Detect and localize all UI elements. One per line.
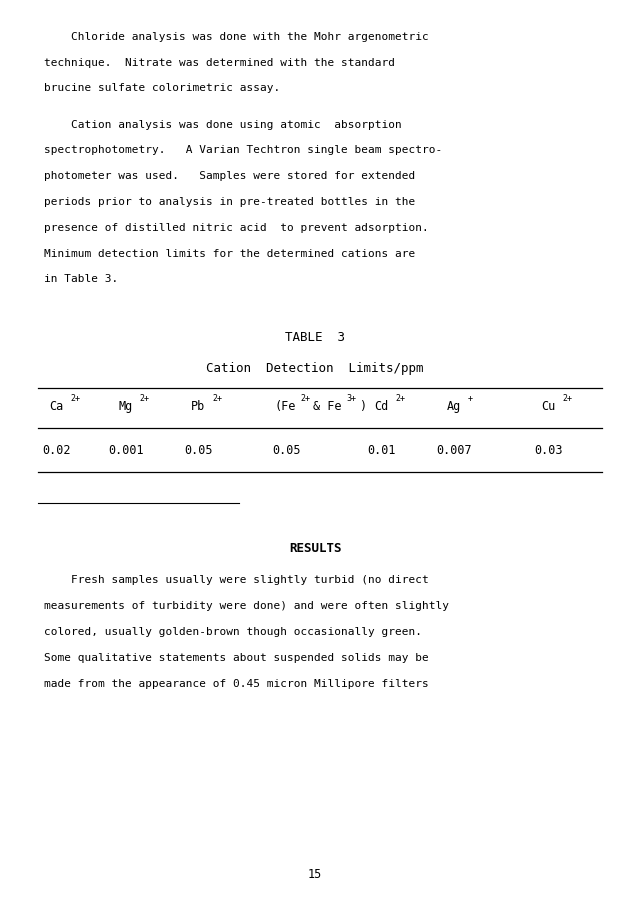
- Text: Some qualitative statements about suspended solids may be: Some qualitative statements about suspen…: [44, 652, 429, 662]
- Text: Ag: Ag: [447, 400, 461, 412]
- Text: 2+: 2+: [212, 394, 222, 403]
- Text: Pb: Pb: [192, 400, 205, 412]
- Text: 2+: 2+: [301, 394, 311, 403]
- Text: Mg: Mg: [119, 400, 133, 412]
- Text: Cu: Cu: [541, 400, 555, 412]
- Text: 0.05: 0.05: [184, 444, 213, 457]
- Text: technique.  Nitrate was determined with the standard: technique. Nitrate was determined with t…: [44, 57, 395, 68]
- Text: 2+: 2+: [562, 394, 572, 403]
- Text: brucine sulfate colorimetric assay.: brucine sulfate colorimetric assay.: [44, 83, 280, 93]
- Text: colored, usually golden-brown though occasionally green.: colored, usually golden-brown though occ…: [44, 627, 422, 637]
- Text: 2+: 2+: [395, 394, 405, 403]
- Text: presence of distilled nitric acid  to prevent adsorption.: presence of distilled nitric acid to pre…: [44, 223, 429, 233]
- Text: Ca: Ca: [50, 400, 64, 412]
- Text: spectrophotometry.   A Varian Techtron single beam spectro-: spectrophotometry. A Varian Techtron sin…: [44, 145, 442, 155]
- Text: 0.001: 0.001: [108, 444, 144, 457]
- Text: in Table 3.: in Table 3.: [44, 275, 118, 284]
- Text: 3+: 3+: [346, 394, 357, 403]
- Text: & Fe: & Fe: [313, 400, 341, 412]
- Text: periods prior to analysis in pre-treated bottles in the: periods prior to analysis in pre-treated…: [44, 197, 415, 207]
- Text: Chloride analysis was done with the Mohr argenometric: Chloride analysis was done with the Mohr…: [44, 32, 429, 42]
- Text: made from the appearance of 0.45 micron Millipore filters: made from the appearance of 0.45 micron …: [44, 679, 429, 689]
- Text: 0.05: 0.05: [272, 444, 301, 457]
- Text: (Fe: (Fe: [274, 400, 295, 412]
- Text: TABLE  3: TABLE 3: [285, 332, 345, 344]
- Text: 0.03: 0.03: [534, 444, 563, 457]
- Text: Fresh samples usually were slightly turbid (no direct: Fresh samples usually were slightly turb…: [44, 575, 429, 585]
- Text: 15: 15: [308, 868, 322, 881]
- Text: 0.01: 0.01: [367, 444, 396, 457]
- Text: Cd: Cd: [374, 400, 388, 412]
- Text: 0.007: 0.007: [436, 444, 471, 457]
- Text: 0.02: 0.02: [42, 444, 71, 457]
- Text: photometer was used.   Samples were stored for extended: photometer was used. Samples were stored…: [44, 171, 415, 181]
- Text: RESULTS: RESULTS: [289, 542, 341, 554]
- Text: +: +: [467, 394, 472, 403]
- Text: Cation  Detection  Limits/ppm: Cation Detection Limits/ppm: [206, 362, 424, 375]
- Text: measurements of turbidity were done) and were often slightly: measurements of turbidity were done) and…: [44, 601, 449, 611]
- Text: ): ): [359, 400, 366, 412]
- Text: Minimum detection limits for the determined cations are: Minimum detection limits for the determi…: [44, 248, 415, 258]
- Text: 2+: 2+: [140, 394, 150, 403]
- Text: Cation analysis was done using atomic  absorption: Cation analysis was done using atomic ab…: [44, 120, 402, 130]
- Text: 2+: 2+: [71, 394, 81, 403]
